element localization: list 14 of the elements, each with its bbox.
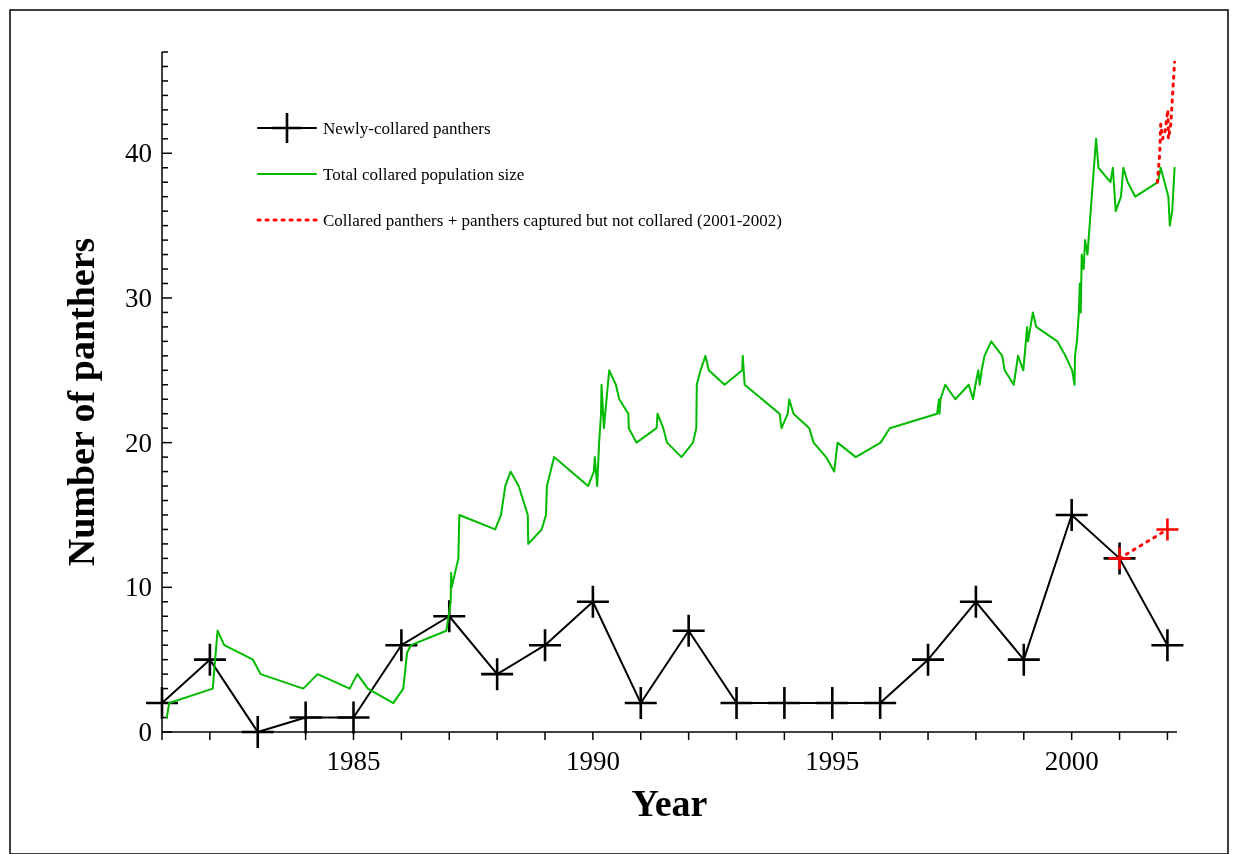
y-tick-label: 0 [138,717,152,747]
legend-label: Total collared population size [323,165,525,184]
y-tick-label: 40 [125,138,152,169]
legend-label: Newly-collared panthers [323,119,491,138]
legend-label: Collared panthers + panthers captured but not collared (2001-2002) [323,211,782,230]
x-tick-label: 1985 [326,746,381,776]
y-tick-label: 10 [125,572,152,603]
x-tick-label: 2000 [1044,746,1099,776]
x-tick-label: 1990 [565,746,620,776]
x-axis-title: Year [631,782,708,824]
y-tick-label: 20 [125,427,152,458]
x-tick-label: 1995 [805,746,860,776]
y-tick-label: 30 [125,282,152,313]
y-axis-title: Number of panthers [60,237,102,567]
